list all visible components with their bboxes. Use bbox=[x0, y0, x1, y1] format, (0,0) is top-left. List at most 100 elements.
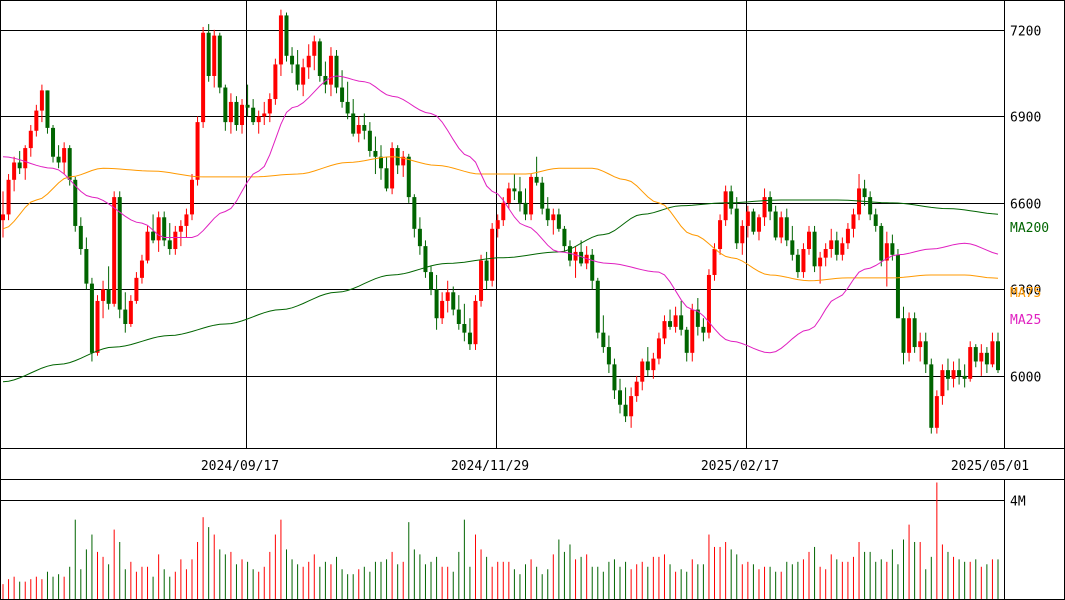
candle-body bbox=[456, 309, 461, 324]
volume-panel-frame bbox=[0, 479, 1065, 600]
candle-body bbox=[256, 116, 261, 123]
candle-body bbox=[156, 217, 161, 241]
candle-body bbox=[301, 67, 306, 85]
candle-body bbox=[540, 182, 545, 209]
candle-body bbox=[968, 347, 973, 379]
candle-body bbox=[39, 90, 44, 111]
candle-body bbox=[45, 90, 50, 128]
candle-body bbox=[17, 162, 22, 169]
candle-body bbox=[790, 240, 795, 255]
candle-body bbox=[345, 101, 350, 114]
ma75-line bbox=[2, 156, 999, 282]
candle-body bbox=[829, 240, 834, 250]
candle-body bbox=[723, 191, 728, 221]
candle-body bbox=[845, 228, 850, 244]
candle-body bbox=[223, 87, 228, 123]
candle-body bbox=[606, 347, 611, 365]
candle-body bbox=[834, 240, 839, 255]
candle-body bbox=[862, 188, 867, 198]
candle-body bbox=[506, 188, 511, 203]
candle-body bbox=[412, 197, 417, 229]
candle-body bbox=[595, 280, 600, 333]
candle-body bbox=[62, 148, 67, 163]
candle-body bbox=[662, 321, 667, 339]
candle-body bbox=[701, 326, 706, 333]
candle-body bbox=[95, 300, 100, 353]
candle-body bbox=[556, 214, 561, 229]
legend-ma200: MA200 bbox=[1010, 221, 1049, 236]
candle-body bbox=[362, 125, 367, 131]
candle-body bbox=[28, 130, 33, 149]
candle-body bbox=[634, 381, 639, 397]
candle-body bbox=[123, 309, 128, 324]
candle-body bbox=[695, 309, 700, 327]
candle-body bbox=[912, 318, 917, 348]
candle-body bbox=[990, 341, 995, 365]
candle-body bbox=[684, 329, 689, 353]
candle-body bbox=[745, 211, 750, 226]
candle-body bbox=[278, 15, 283, 65]
candle-body bbox=[334, 55, 339, 88]
candle-body bbox=[907, 318, 912, 353]
price-tick-label: 6900 bbox=[1010, 111, 1041, 126]
candle-body bbox=[873, 214, 878, 226]
candle-body bbox=[957, 370, 962, 376]
candle-body bbox=[1, 214, 5, 221]
date-tick-label: 2024/09/17 bbox=[201, 459, 279, 474]
candle-body bbox=[840, 243, 845, 255]
candle-body bbox=[795, 254, 800, 273]
candle-body bbox=[440, 300, 445, 319]
candle-body bbox=[473, 300, 478, 345]
candle-body bbox=[801, 249, 806, 273]
candle-body bbox=[818, 257, 823, 267]
candle-body bbox=[73, 179, 78, 226]
candle-body bbox=[189, 179, 194, 215]
candle-body bbox=[273, 64, 278, 100]
candle-body bbox=[923, 341, 928, 365]
candle-body bbox=[895, 254, 900, 319]
candle-body bbox=[112, 197, 117, 304]
candle-body bbox=[879, 225, 884, 261]
candle-body bbox=[151, 231, 156, 241]
candle-body bbox=[134, 277, 139, 301]
candle-body bbox=[590, 254, 595, 281]
candle-body bbox=[918, 341, 923, 348]
candle-body bbox=[812, 231, 817, 267]
candle-body bbox=[245, 104, 250, 108]
candle-body bbox=[890, 243, 895, 255]
candle-body bbox=[618, 390, 623, 405]
candle-body bbox=[351, 113, 356, 134]
candle-body bbox=[173, 231, 178, 250]
candle-body bbox=[734, 208, 739, 244]
candle-body bbox=[367, 130, 372, 151]
candle-body bbox=[623, 404, 628, 417]
candle-body bbox=[401, 156, 406, 166]
candle-body bbox=[984, 352, 989, 365]
candle-body bbox=[417, 228, 422, 247]
candle-body bbox=[962, 375, 967, 379]
candle-body bbox=[601, 332, 606, 348]
candle-body bbox=[390, 148, 395, 189]
candle-body bbox=[517, 191, 522, 203]
candle-body bbox=[317, 41, 322, 76]
candle-body bbox=[423, 246, 428, 273]
candle-body bbox=[690, 309, 695, 353]
candle-body bbox=[490, 228, 495, 281]
candle-body bbox=[117, 197, 122, 310]
candle-body bbox=[534, 176, 539, 183]
date-axis-frame bbox=[0, 448, 1065, 480]
candle-body bbox=[434, 289, 439, 319]
candle-body bbox=[212, 35, 217, 76]
candle-body bbox=[740, 225, 745, 244]
candle-body bbox=[529, 176, 534, 215]
candle-body bbox=[679, 315, 684, 330]
candle-body bbox=[167, 240, 172, 250]
candle-body bbox=[629, 396, 634, 417]
candle-body bbox=[328, 55, 333, 85]
candle-body bbox=[729, 191, 734, 209]
candle-body bbox=[12, 162, 17, 180]
candle-body bbox=[823, 249, 828, 258]
candle-body bbox=[306, 55, 311, 68]
ma25-line bbox=[2, 75, 999, 354]
candle-body bbox=[901, 318, 906, 353]
